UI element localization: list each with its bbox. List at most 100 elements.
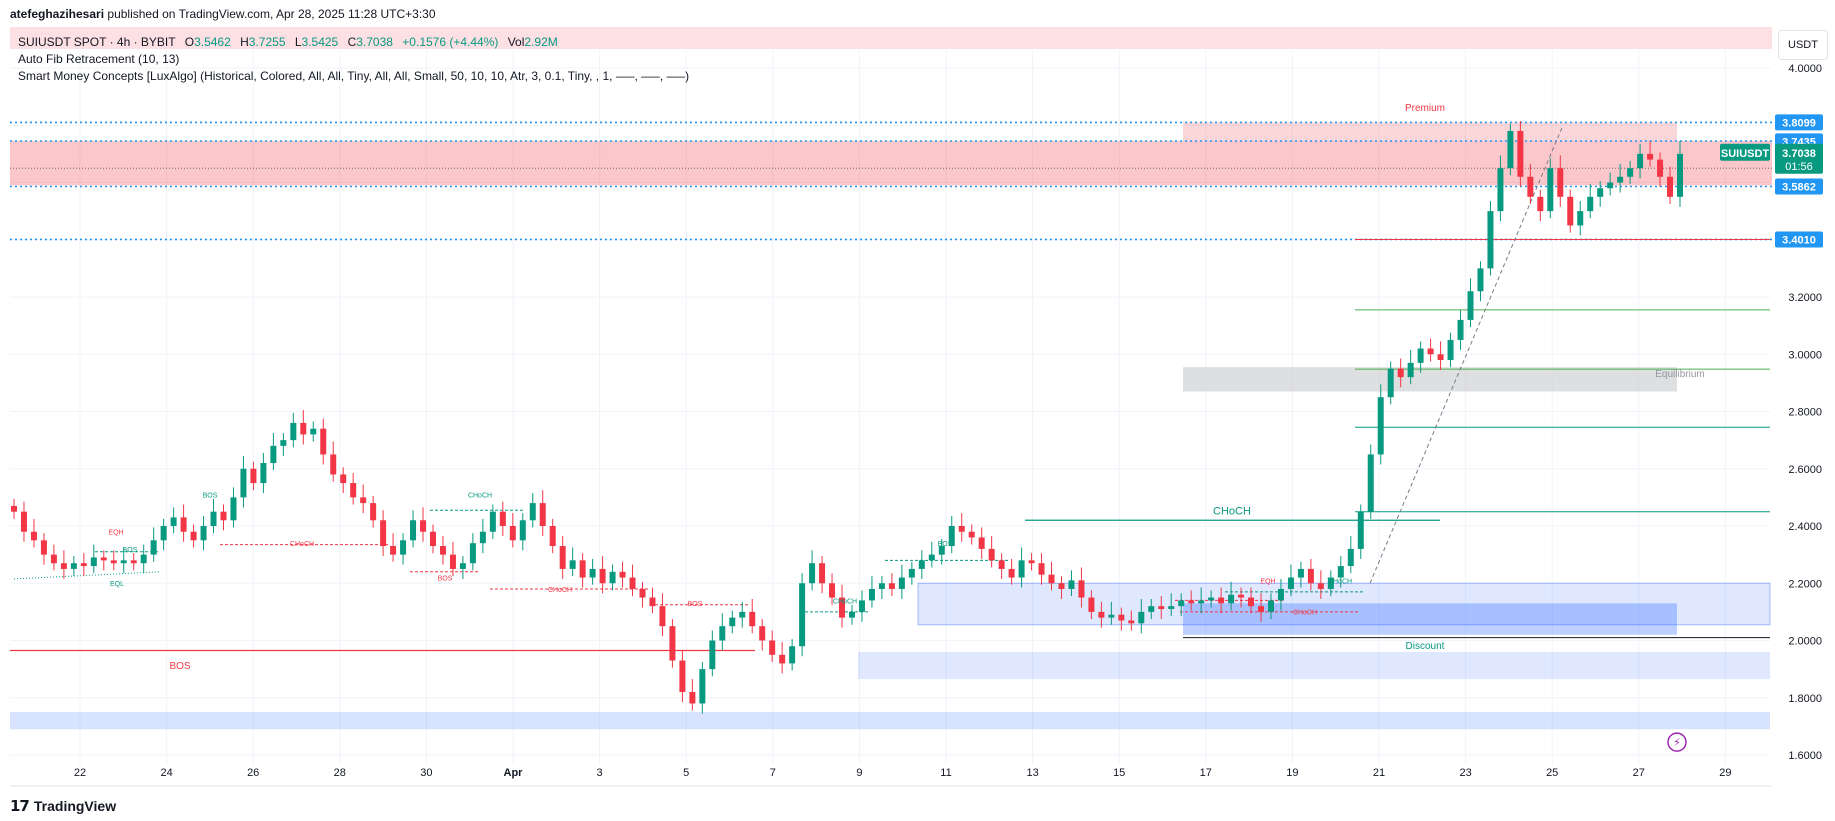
- candle-body: [809, 563, 816, 584]
- candle-body: [1218, 597, 1225, 604]
- candle-body: [250, 468, 257, 484]
- annotation-label: BOS: [203, 492, 218, 499]
- candle-body: [280, 440, 287, 446]
- candle-body: [340, 474, 347, 484]
- candle-body: [180, 517, 187, 532]
- candle-body: [599, 568, 606, 584]
- candle-body: [1447, 339, 1454, 360]
- candle-body: [1567, 196, 1574, 226]
- x-tick-label: 19: [1286, 767, 1298, 779]
- x-tick-label: 13: [1026, 767, 1038, 779]
- vol-label: Vol: [507, 35, 525, 49]
- candle-body: [1248, 597, 1255, 607]
- candle-body: [1617, 176, 1624, 183]
- candle-body: [679, 660, 686, 693]
- candle-body: [1387, 368, 1394, 398]
- candle-body: [390, 546, 397, 555]
- candle-body: [609, 571, 616, 584]
- price-label-bg: [1775, 178, 1823, 195]
- vol-value: 2.92M: [524, 35, 558, 49]
- candle-body: [1637, 153, 1644, 169]
- candle-body: [30, 531, 37, 541]
- price-label-bg: [1775, 231, 1823, 248]
- high-label: H: [240, 35, 249, 49]
- candle-body: [150, 540, 157, 555]
- annotation-label: EQL: [110, 581, 124, 588]
- candle-body: [210, 511, 217, 526]
- x-tick-label: 25: [1546, 767, 1558, 779]
- indicator-smc[interactable]: Smart Money Concepts [LuxAlgo] (Historic…: [18, 69, 690, 83]
- candle-body: [1557, 168, 1564, 197]
- candle-body: [629, 577, 636, 589]
- candle-body: [649, 597, 656, 607]
- x-tick-label: 7: [770, 767, 776, 779]
- y-tick-label: 2.2000: [1788, 578, 1822, 590]
- candle-body: [1178, 600, 1185, 607]
- candle-body: [829, 583, 836, 598]
- candle-body: [1547, 168, 1554, 212]
- candle-body: [70, 563, 77, 569]
- candle-body: [1587, 196, 1594, 212]
- candle-body: [1477, 268, 1484, 292]
- y-tick-label: 4.0000: [1788, 63, 1822, 75]
- candle-body: [360, 497, 367, 504]
- candle-body: [1357, 511, 1364, 549]
- candle-body: [968, 531, 975, 538]
- symbol-label[interactable]: SUIUSDT SPOT · 4h · BYBIT: [18, 35, 176, 49]
- candle-body: [140, 554, 147, 564]
- annotation-label: BOS: [169, 661, 190, 672]
- candle-body: [479, 531, 486, 544]
- candle-body: [579, 560, 586, 578]
- x-tick-label: 22: [74, 767, 86, 779]
- candle-body: [1397, 368, 1404, 378]
- current-price-bg: [1775, 143, 1823, 174]
- open-label: O: [184, 35, 195, 49]
- candle-body: [1577, 211, 1584, 226]
- candle-body: [1277, 588, 1284, 601]
- annotation-label: CHoCH: [290, 541, 314, 548]
- x-tick-label: 3: [597, 767, 603, 779]
- annotation-label: CHoCH: [1213, 506, 1251, 518]
- candle-body: [1287, 577, 1294, 589]
- footer-brand[interactable]: 17 TradingView: [10, 797, 116, 815]
- candle-body: [1377, 397, 1384, 455]
- candle-body: [330, 454, 337, 475]
- candle-body: [759, 626, 766, 641]
- current-price-text: 3.7038: [1782, 148, 1816, 160]
- candle-body: [938, 546, 945, 555]
- candle-body: [978, 537, 985, 549]
- candle-body: [429, 531, 436, 547]
- publisher-user[interactable]: atefeghazihesari: [10, 7, 105, 21]
- x-tick-label: 26: [247, 767, 259, 779]
- currency-button[interactable]: USDT: [1778, 30, 1828, 60]
- candle-body: [110, 560, 117, 564]
- candle-body: [1507, 130, 1514, 169]
- candle-body: [1168, 606, 1175, 610]
- candle-body: [410, 520, 417, 541]
- candle-body: [90, 557, 97, 567]
- candle-body: [449, 554, 456, 569]
- candle-body: [1258, 606, 1265, 612]
- y-tick-label: 1.8000: [1788, 693, 1822, 705]
- candle-body: [639, 588, 646, 598]
- candle-body: [60, 563, 67, 569]
- candle-body: [1647, 153, 1654, 160]
- candle-body: [100, 557, 107, 561]
- x-tick-label: 29: [1719, 767, 1731, 779]
- candle-body: [190, 531, 197, 541]
- candle-body: [380, 520, 387, 547]
- candle-body: [1537, 196, 1544, 212]
- close-label: C: [347, 35, 357, 49]
- candle-body: [769, 640, 776, 655]
- y-tick-label: 1.6000: [1788, 750, 1822, 762]
- lightning-icon-glyph: ⚡: [1673, 736, 1681, 749]
- order-block-3: [10, 712, 1770, 730]
- candle-body: [200, 526, 207, 541]
- candle-body: [1238, 594, 1245, 598]
- candle-body: [130, 560, 137, 564]
- indicator-fib[interactable]: Auto Fib Retracement (10, 13): [18, 52, 180, 66]
- price-label-text: 3.8099: [1782, 117, 1816, 129]
- annotation-label: CHoCH: [548, 587, 572, 594]
- y-tick-label: 2.6000: [1788, 464, 1822, 476]
